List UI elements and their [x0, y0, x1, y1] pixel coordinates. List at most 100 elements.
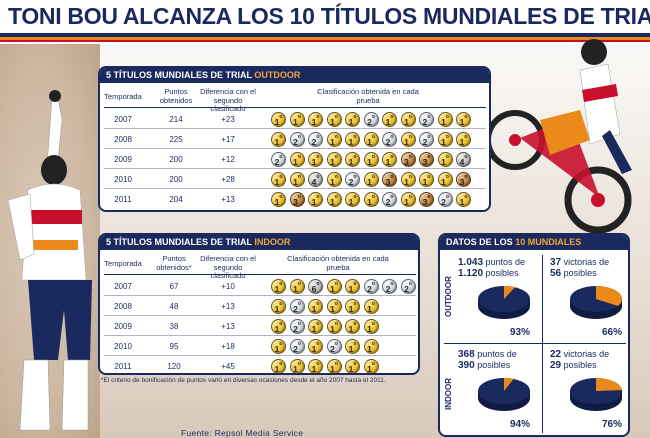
indoor-position-medal: 1o — [345, 339, 360, 354]
ordinal-mark: o — [464, 174, 468, 180]
ordinal-mark: o — [408, 114, 412, 120]
indoor-position-medal: 1o — [326, 359, 342, 373]
outdoor-position-medal: 2o — [382, 132, 397, 147]
indoor-header-divider — [104, 274, 416, 275]
ordinal-mark: o — [445, 194, 449, 200]
indoor-season: 2010 — [114, 342, 132, 351]
indoor-position-medal: 2o — [382, 279, 397, 294]
outdoor-position-medal: 1o — [271, 192, 286, 207]
ordinal-mark: o — [427, 194, 431, 200]
indoor-position-medal: 1o — [308, 359, 323, 373]
outdoor-position-medal: 2o — [289, 132, 305, 147]
ordinal-mark: o — [279, 194, 283, 200]
outdoor-diff: +28 — [221, 175, 235, 184]
ordinal-mark: o — [353, 321, 357, 327]
indoor-points: 67 — [169, 282, 179, 291]
datos-stat-label: victorias de — [561, 257, 610, 267]
ordinal-mark: o — [279, 361, 283, 367]
outdoor-position-medal: 1o — [456, 192, 471, 207]
title-stripe-red — [0, 40, 650, 42]
ordinal-mark: o — [279, 321, 283, 327]
indoor-diff: +45 — [221, 362, 235, 371]
indoor-diff: +13 — [221, 302, 235, 311]
outdoor-position-medal: 1o — [308, 112, 323, 127]
ordinal-mark: o — [316, 134, 320, 140]
ordinal-mark: o — [353, 361, 357, 367]
ordinal-mark: o — [297, 194, 301, 200]
ordinal-mark: o — [334, 154, 338, 160]
ordinal-mark: o — [371, 174, 375, 180]
outdoor-position-medal: 1o — [456, 132, 471, 147]
outdoor-position-medal: 1o — [345, 152, 360, 167]
indoor-position-medal: 1o — [289, 359, 305, 373]
outdoor-position-medal: 2o — [345, 172, 360, 187]
datos-stat-label: posibles — [474, 360, 511, 370]
indoor-position-medal: 1o — [345, 319, 360, 334]
ordinal-mark: o — [408, 154, 412, 160]
datos-column-divider — [542, 255, 543, 433]
ordinal-mark: o — [371, 154, 375, 160]
ordinal-mark: o — [464, 194, 468, 200]
outdoor-diff: +23 — [221, 115, 235, 124]
indoor-panel: 5 TÍTULOS MUNDIALES DE TRIAL INDOOR Temp… — [98, 233, 420, 375]
outdoor-position-medal: 1o — [363, 192, 379, 207]
outdoor-position-medal: 1o — [363, 132, 379, 147]
outdoor-col-diff: Diferencia con el segundo clasificado — [200, 87, 256, 113]
outdoor-position-medal: 1o — [271, 132, 286, 147]
indoor-season: 2008 — [114, 302, 132, 311]
outdoor-position-medal: 1o — [400, 172, 416, 187]
outdoor-position-medal: 1o — [382, 152, 397, 167]
ordinal-mark: o — [316, 281, 320, 287]
indoor-position-medal: 2o — [363, 279, 379, 294]
title-stripe-orange — [0, 37, 650, 40]
indoor-position-medal: 1o — [271, 299, 286, 314]
outdoor-heading-prefix: 5 TÍTULOS MUNDIALES DE TRIAL — [106, 70, 252, 80]
indoor-panel-heading: 5 TÍTULOS MUNDIALES DE TRIAL INDOOR — [100, 235, 418, 250]
outdoor-points: 214 — [169, 115, 183, 124]
indoor-season: 2011 — [114, 362, 132, 371]
ordinal-mark: o — [371, 361, 375, 367]
outdoor-position-medal: 1o — [326, 152, 342, 167]
outdoor-season: 2007 — [114, 115, 132, 124]
page-title: TONI BOU ALCANZA LOS 10 TÍTULOS MUNDIALE… — [8, 3, 650, 29]
indoor-heading-suffix: INDOOR — [254, 237, 291, 247]
outdoor-panel: 5 TÍTULOS MUNDIALES DE TRIAL OUTDOOR Tem… — [98, 66, 491, 212]
outdoor-position-medal: 1o — [326, 132, 342, 147]
datos-stat-total: 1.120 — [458, 268, 484, 279]
ordinal-mark: o — [316, 361, 320, 367]
ordinal-mark: o — [297, 134, 301, 140]
outdoor-position-medal: 3o — [419, 192, 434, 207]
outdoor-position-medal: 1o — [271, 112, 286, 127]
indoor-points: 95 — [169, 342, 179, 351]
ordinal-mark: o — [408, 134, 412, 140]
indoor-row-divider — [104, 335, 416, 336]
datos-stat-total: 56 — [550, 268, 562, 279]
outdoor-position-medal: 2o — [363, 112, 379, 127]
indoor-position-medal: 1o — [271, 339, 286, 354]
ordinal-mark: o — [334, 174, 338, 180]
outdoor-season: 2010 — [114, 175, 132, 184]
datos-panel: DATOS DE LOS 10 MUNDIALES OUTDOOR INDOOR… — [438, 233, 630, 437]
ordinal-mark: o — [390, 174, 394, 180]
outdoor-position-medal: 1o — [345, 192, 360, 207]
indoor-row-divider — [104, 295, 416, 296]
datos-stat-total: 29 — [550, 360, 562, 371]
ordinal-mark: o — [371, 321, 375, 327]
datos-row-divider — [444, 343, 626, 344]
outdoor-points: 204 — [169, 195, 183, 204]
ordinal-mark: o — [390, 114, 394, 120]
outdoor-position-medal: 4o — [456, 152, 471, 167]
indoor-heading-prefix: 5 TÍTULOS MUNDIALES DE TRIAL — [106, 237, 252, 247]
indoor-points: 48 — [169, 302, 179, 311]
indoor-col-season: Temporada — [104, 259, 142, 268]
ordinal-mark: o — [427, 174, 431, 180]
outdoor-position-medal: 3o — [419, 152, 434, 167]
indoor-position-medal: 2o — [289, 319, 305, 334]
ordinal-mark: o — [297, 341, 301, 347]
indoor-diff: +18 — [221, 342, 235, 351]
ordinal-mark: o — [371, 134, 375, 140]
indoor-position-medal: 1o — [326, 299, 342, 314]
outdoor-row-divider — [104, 188, 486, 189]
ordinal-mark: o — [297, 154, 301, 160]
outdoor-position-medal: 1o — [308, 192, 323, 207]
